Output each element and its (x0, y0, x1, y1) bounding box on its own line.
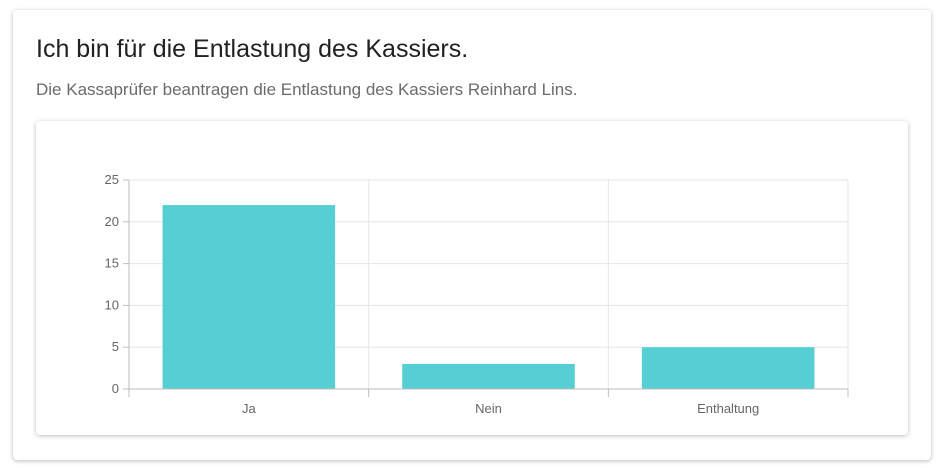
x-tick-label: Nein (475, 401, 502, 416)
y-tick-label: 25 (105, 172, 119, 187)
poll-subtitle: Die Kassaprüfer beantragen die Entlastun… (36, 80, 578, 99)
x-tick-label: Enthaltung (697, 401, 759, 416)
bar-chart: 0 5 10 15 20 25 Ja Nein Enthaltung (105, 172, 849, 416)
chart-tick-labels: 0 5 10 15 20 25 Ja Nein Enthaltung (105, 172, 760, 416)
bar-ja[interactable] (162, 205, 336, 389)
poll-title: Ich bin für die Entlastung des Kassiers. (36, 35, 469, 63)
x-tick-label: Ja (242, 401, 256, 416)
chart-axes (123, 179, 849, 397)
y-tick-label: 10 (105, 297, 119, 312)
bar-enthaltung[interactable] (641, 347, 815, 389)
y-tick-label: 0 (112, 381, 119, 396)
chart-card: 0 5 10 15 20 25 Ja Nein Enthaltung (36, 121, 908, 435)
y-tick-label: 20 (105, 214, 119, 229)
y-tick-label: 5 (112, 339, 119, 354)
chart-bars (162, 205, 815, 389)
poll-card: Ich bin für die Entlastung des Kassiers.… (13, 10, 931, 460)
y-tick-label: 15 (105, 256, 119, 271)
bar-nein[interactable] (402, 363, 575, 389)
